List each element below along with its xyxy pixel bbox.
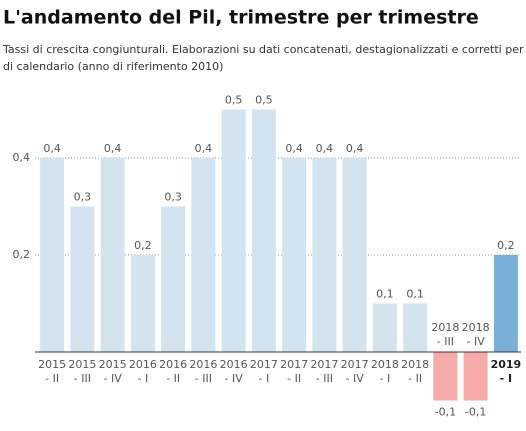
bar xyxy=(493,255,518,352)
value-label: 0,5 xyxy=(255,94,273,107)
value-label: 0,4 xyxy=(346,142,364,155)
bar xyxy=(130,255,155,352)
value-label: 0,4 xyxy=(43,142,61,155)
x-tick-label: - I xyxy=(259,372,270,385)
bar xyxy=(403,303,428,352)
bar xyxy=(251,109,276,352)
x-tick-label: 2018 xyxy=(462,321,490,334)
x-tick-label: 2018 xyxy=(371,358,399,371)
x-tick-label: 2017 xyxy=(310,358,338,371)
x-tick-label: 2019 xyxy=(491,358,522,371)
x-tick-label: 2017 xyxy=(280,358,308,371)
bar xyxy=(40,158,65,352)
value-label: 0,4 xyxy=(104,142,122,155)
x-tick-label: - II xyxy=(166,372,180,385)
bar xyxy=(70,206,95,352)
x-tick-label: 2016 xyxy=(189,358,217,371)
x-tick-label: - IV xyxy=(225,372,244,385)
x-tick-label: - IV xyxy=(346,372,365,385)
bar xyxy=(372,303,397,352)
x-tick-label: 2016 xyxy=(159,358,187,371)
x-tick-label: 2015 xyxy=(38,358,66,371)
value-label: 0,1 xyxy=(376,288,394,301)
x-tick-label: - III xyxy=(195,372,212,385)
x-tick-label: - II xyxy=(45,372,59,385)
bar xyxy=(312,158,337,352)
chart-subtitle: di calendario (anno di riferimento 2010) xyxy=(3,60,223,73)
value-label: -0,1 xyxy=(435,406,456,419)
x-tick-label: - I xyxy=(500,372,513,385)
x-tick-label: - III xyxy=(437,335,454,348)
bar xyxy=(342,158,367,352)
bar xyxy=(161,206,186,352)
value-label: 0,2 xyxy=(497,239,515,252)
value-label: 0,4 xyxy=(195,142,213,155)
x-tick-label: 2015 xyxy=(68,358,96,371)
bar xyxy=(100,158,125,352)
value-label: 0,5 xyxy=(225,94,243,107)
value-label: 0,1 xyxy=(406,288,424,301)
x-tick-label: 2018 xyxy=(401,358,429,371)
value-label: 0,4 xyxy=(285,142,303,155)
chart-title: L'andamento del Pil, trimestre per trime… xyxy=(3,7,479,29)
x-tick-label: 2016 xyxy=(129,358,157,371)
bar xyxy=(191,158,216,352)
value-label: 0,3 xyxy=(164,191,182,204)
chart-subtitle: Tassi di crescita congiunturali. Elabora… xyxy=(2,43,526,56)
x-tick-label: 2018 xyxy=(431,321,459,334)
x-tick-label: - I xyxy=(380,372,391,385)
x-tick-label: - III xyxy=(316,372,333,385)
value-label: 0,3 xyxy=(74,191,92,204)
y-tick-label: 0,2 xyxy=(13,248,31,261)
value-label: 0,4 xyxy=(316,142,334,155)
x-tick-label: 2017 xyxy=(250,358,278,371)
x-tick-label: - III xyxy=(74,372,91,385)
x-tick-label: 2015 xyxy=(99,358,127,371)
value-label: -0,1 xyxy=(465,406,486,419)
x-tick-label: - II xyxy=(408,372,422,385)
x-tick-label: - I xyxy=(138,372,149,385)
value-label: 0,2 xyxy=(134,239,152,252)
x-tick-label: - IV xyxy=(467,335,486,348)
bar xyxy=(463,352,488,401)
bar xyxy=(282,158,307,352)
bar xyxy=(433,352,458,401)
x-tick-label: - IV xyxy=(104,372,123,385)
y-tick-label: 0,4 xyxy=(13,151,31,164)
x-tick-label: - II xyxy=(287,372,301,385)
x-tick-label: 2016 xyxy=(220,358,248,371)
bar xyxy=(221,109,246,352)
x-tick-label: 2017 xyxy=(341,358,369,371)
